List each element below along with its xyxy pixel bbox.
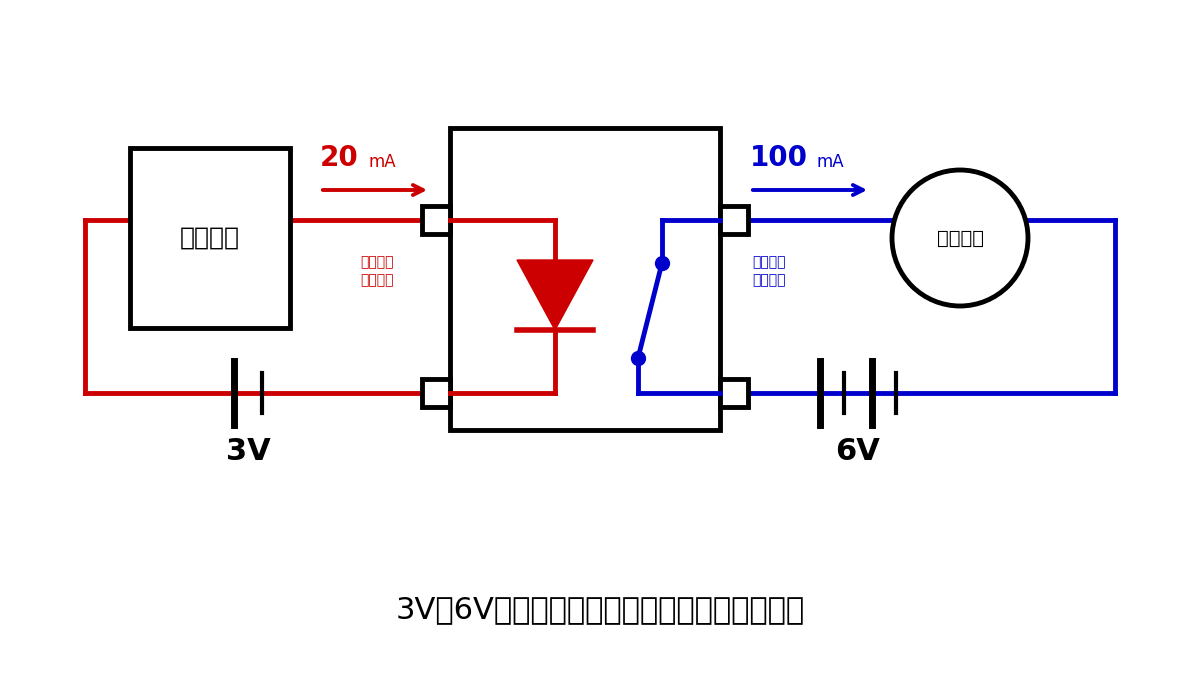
Text: mA: mA (368, 153, 396, 171)
Text: マイコン: マイコン (180, 226, 240, 250)
Bar (450, 128, 720, 430)
Text: モーター: モーター (936, 229, 984, 248)
Text: mA: mA (816, 153, 844, 171)
Bar (130, 148, 290, 328)
Text: 100: 100 (750, 144, 808, 172)
Polygon shape (517, 260, 593, 330)
Text: 3V: 3V (226, 437, 270, 466)
Text: マイコン
出力信号: マイコン 出力信号 (360, 255, 394, 288)
Bar (720, 379, 748, 407)
Text: モーター
消費電流: モーター 消費電流 (752, 255, 786, 288)
Circle shape (892, 170, 1028, 306)
Bar (720, 206, 748, 234)
Text: 3Vと6V、別々の電源を持つ回路を構成できる: 3Vと6V、別々の電源を持つ回路を構成できる (396, 595, 804, 624)
Bar (422, 379, 450, 407)
Bar (422, 206, 450, 234)
Text: 20: 20 (320, 144, 359, 172)
Text: 6V: 6V (835, 437, 881, 466)
